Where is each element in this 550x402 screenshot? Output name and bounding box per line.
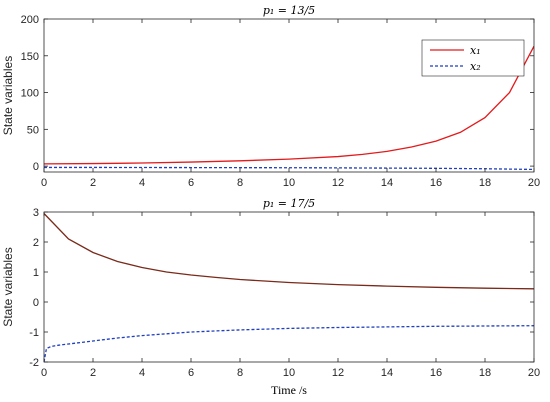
x-tick-label: 6	[188, 177, 194, 189]
series-line-1	[44, 213, 534, 290]
y-tick-label: 3	[33, 207, 39, 219]
x-tick-label: 14	[381, 177, 393, 189]
subplot-2: p₁ = 17/50 2 4 6 8 10 12 14 16 18 20-2-10123State …	[1, 197, 540, 397]
y-axis-label: State variables	[1, 56, 15, 135]
series-line-2	[44, 166, 534, 171]
x-tick-label: 20	[528, 177, 540, 189]
x-tick-label: 2	[90, 177, 96, 189]
series-line-2	[44, 325, 534, 362]
y-tick-label: -1	[29, 327, 39, 339]
x-tick-label: 8	[237, 367, 243, 379]
legend-label: x₁	[470, 44, 481, 57]
x-axis-label: Time /s	[271, 383, 307, 397]
x-tick-label: 14	[381, 367, 393, 379]
x-tick-label: 20	[528, 367, 540, 379]
series-group	[44, 213, 534, 362]
x-tick-label: 18	[479, 177, 491, 189]
x-tick-label: 12	[332, 367, 344, 379]
y-tick-label: 150	[21, 51, 39, 63]
y-tick-label: -2	[29, 357, 39, 369]
x-tick-label: 10	[283, 177, 295, 189]
y-axis-label: State variables	[1, 247, 15, 326]
x-tick-label: 8	[237, 177, 243, 189]
series-line-1	[44, 45, 534, 165]
y-tick-label: 2	[33, 237, 39, 249]
x-tick-label: 10	[283, 367, 295, 379]
x-tick-label: 12	[332, 177, 344, 189]
subplot-1: p₁ = 13/50 2 4 6 8 10 12 14 16 18 20050100150200St…	[1, 4, 540, 189]
legend-label: x₂	[470, 60, 481, 73]
y-tick-label: 0	[33, 297, 39, 309]
legend-box	[421, 39, 525, 77]
x-tick-label: 2	[90, 367, 96, 379]
y-tick-label: 0	[33, 161, 39, 173]
series-group	[44, 45, 534, 171]
x-tick-label: 4	[139, 177, 145, 189]
axes-box	[43, 211, 535, 363]
legend: x₁ x₂	[421, 39, 525, 77]
x-tick-label: 0	[41, 177, 47, 189]
chart-title: p₁ = 17/5	[263, 197, 315, 210]
x-tick-label: 16	[430, 367, 442, 379]
y-tick-label: 1	[33, 267, 39, 279]
x-tick-label: 0	[41, 367, 47, 379]
x-tick-label: 4	[139, 367, 145, 379]
x-tick-label: 16	[430, 177, 442, 189]
y-tick-label: 200	[21, 14, 39, 26]
x-tick-label: 6	[188, 367, 194, 379]
chart-title: p₁ = 13/5	[263, 4, 315, 17]
x-tick-label: 18	[479, 367, 491, 379]
y-tick-label: 100	[21, 88, 39, 100]
y-tick-label: 50	[27, 124, 39, 136]
